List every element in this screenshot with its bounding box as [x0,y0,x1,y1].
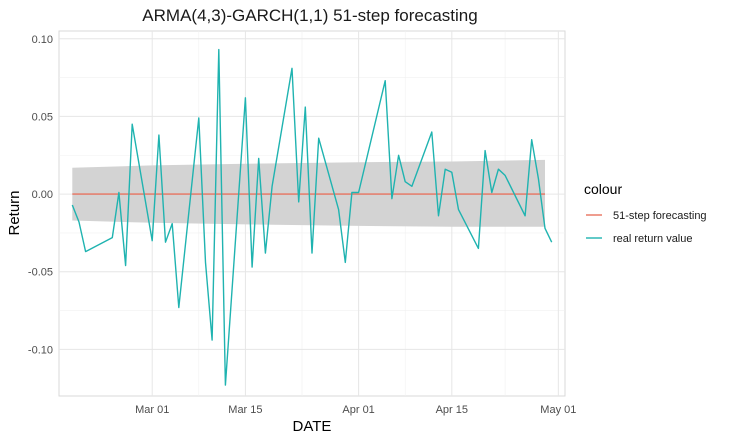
y-tick-label: 0.10 [32,34,53,46]
x-tick-label: May 01 [540,404,576,416]
x-tick-label: Apr 15 [436,404,468,416]
grid-lines [59,31,565,396]
series-lines [71,48,553,386]
series-line-1 [71,48,553,386]
x-axis: Mar 01 Mar 15 Apr 01 Apr 15 May 01 [135,404,576,416]
legend-label: real return value [613,233,693,245]
y-tick-label: -0.10 [28,344,53,356]
x-tick-label: Apr 01 [342,404,374,416]
y-tick-label: -0.05 [28,267,53,279]
y-tick-label: 0.05 [32,111,53,123]
legend-items: 51-step forecasting real return value [584,206,707,247]
y-tick-label: 0.00 [32,189,53,201]
chart-title: ARMA(4,3)-GARCH(1,1) 51-step forecasting [142,6,477,25]
x-tick-label: Mar 15 [228,404,262,416]
legend-title: colour [584,181,622,197]
x-tick-label: Mar 01 [135,404,169,416]
y-axis-title: Return [6,190,23,235]
y-axis: 0.10 0.05 0.00 -0.05 -0.10 [28,34,53,357]
x-axis-title: DATE [293,418,332,435]
legend-label: 51-step forecasting [613,210,707,222]
plot-panel [58,30,566,397]
legend: colour 51-step forecasting real return va… [584,181,707,247]
